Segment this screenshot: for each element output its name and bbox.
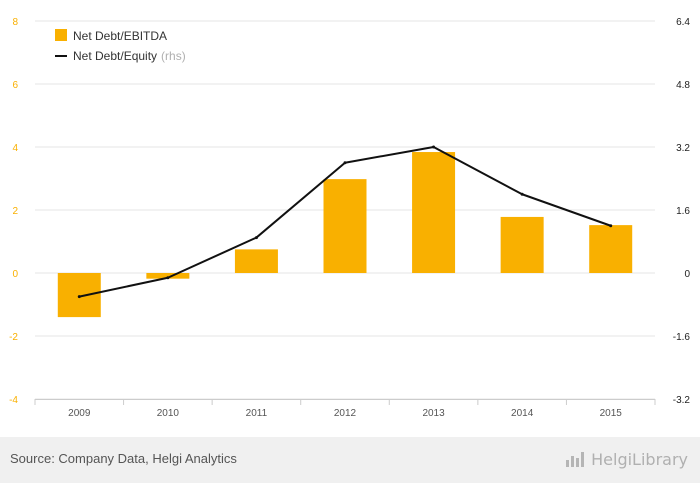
line-point[interactable] — [254, 236, 258, 240]
legend[interactable]: Net Debt/EBITDA Net Debt/Equity (rhs) — [55, 29, 186, 63]
right-tick-label: 1.6 — [676, 206, 690, 217]
line-point[interactable] — [432, 145, 436, 149]
line-point[interactable] — [520, 192, 524, 196]
line-point[interactable] — [77, 295, 81, 299]
footer: Source: Company Data, Helgi Analytics He… — [0, 437, 700, 483]
x-tick-label: 2010 — [157, 408, 180, 419]
bar-series — [57, 152, 633, 318]
x-axis: 2009 2010 2011 2012 2013 2014 2015 — [34, 399, 656, 419]
line-point[interactable] — [166, 276, 170, 280]
line-point[interactable] — [609, 224, 613, 228]
x-tick-label: 2012 — [334, 408, 357, 419]
bar[interactable] — [57, 273, 101, 318]
bar-chart-logo-icon — [566, 452, 585, 467]
right-tick-label: 3.2 — [676, 143, 690, 154]
left-tick-label: -2 — [9, 332, 18, 343]
left-tick-label: 4 — [12, 143, 18, 154]
bar[interactable] — [500, 216, 544, 273]
combo-chart: 8 6 4 2 0 -2 -4 6.4 4.8 3.2 1.6 0 -1.6 -3.2 2009 2010… — [9, 17, 691, 419]
left-tick-label: 0 — [12, 269, 18, 280]
legend-label-bar: Net Debt/EBITDA — [73, 29, 167, 43]
right-axis: 6.4 4.8 3.2 1.6 0 -1.6 -3.2 — [673, 17, 691, 406]
left-axis: 8 6 4 2 0 -2 -4 — [9, 17, 18, 406]
line-series — [77, 145, 613, 299]
bar[interactable] — [234, 249, 278, 273]
helgi-library-logo[interactable]: HelgiLibrary — [565, 447, 688, 471]
bar[interactable] — [323, 179, 367, 273]
right-tick-label: 6.4 — [676, 17, 690, 28]
logo-text: HelgiLibrary — [591, 449, 688, 469]
left-tick-label: 6 — [12, 80, 18, 91]
source-text: Source: Company Data, Helgi Analytics — [10, 451, 237, 466]
legend-label-line: Net Debt/Equity (rhs) — [73, 49, 186, 63]
bar[interactable] — [589, 225, 633, 273]
x-tick-label: 2014 — [511, 408, 534, 419]
x-tick-label: 2015 — [600, 408, 623, 419]
right-tick-label: -1.6 — [673, 332, 691, 343]
left-tick-label: 2 — [12, 206, 18, 217]
right-tick-label: 0 — [684, 269, 690, 280]
x-tick-label: 2009 — [68, 408, 91, 419]
left-tick-label: 8 — [12, 17, 18, 28]
right-tick-label: -3.2 — [673, 395, 691, 406]
right-tick-label: 4.8 — [676, 80, 690, 91]
legend-swatch-bar — [55, 29, 67, 41]
line-point[interactable] — [343, 161, 347, 165]
x-tick-label: 2013 — [422, 408, 445, 419]
bar[interactable] — [146, 273, 190, 279]
x-tick-label: 2011 — [246, 408, 268, 419]
left-tick-label: -4 — [9, 395, 18, 406]
bar[interactable] — [412, 152, 456, 273]
